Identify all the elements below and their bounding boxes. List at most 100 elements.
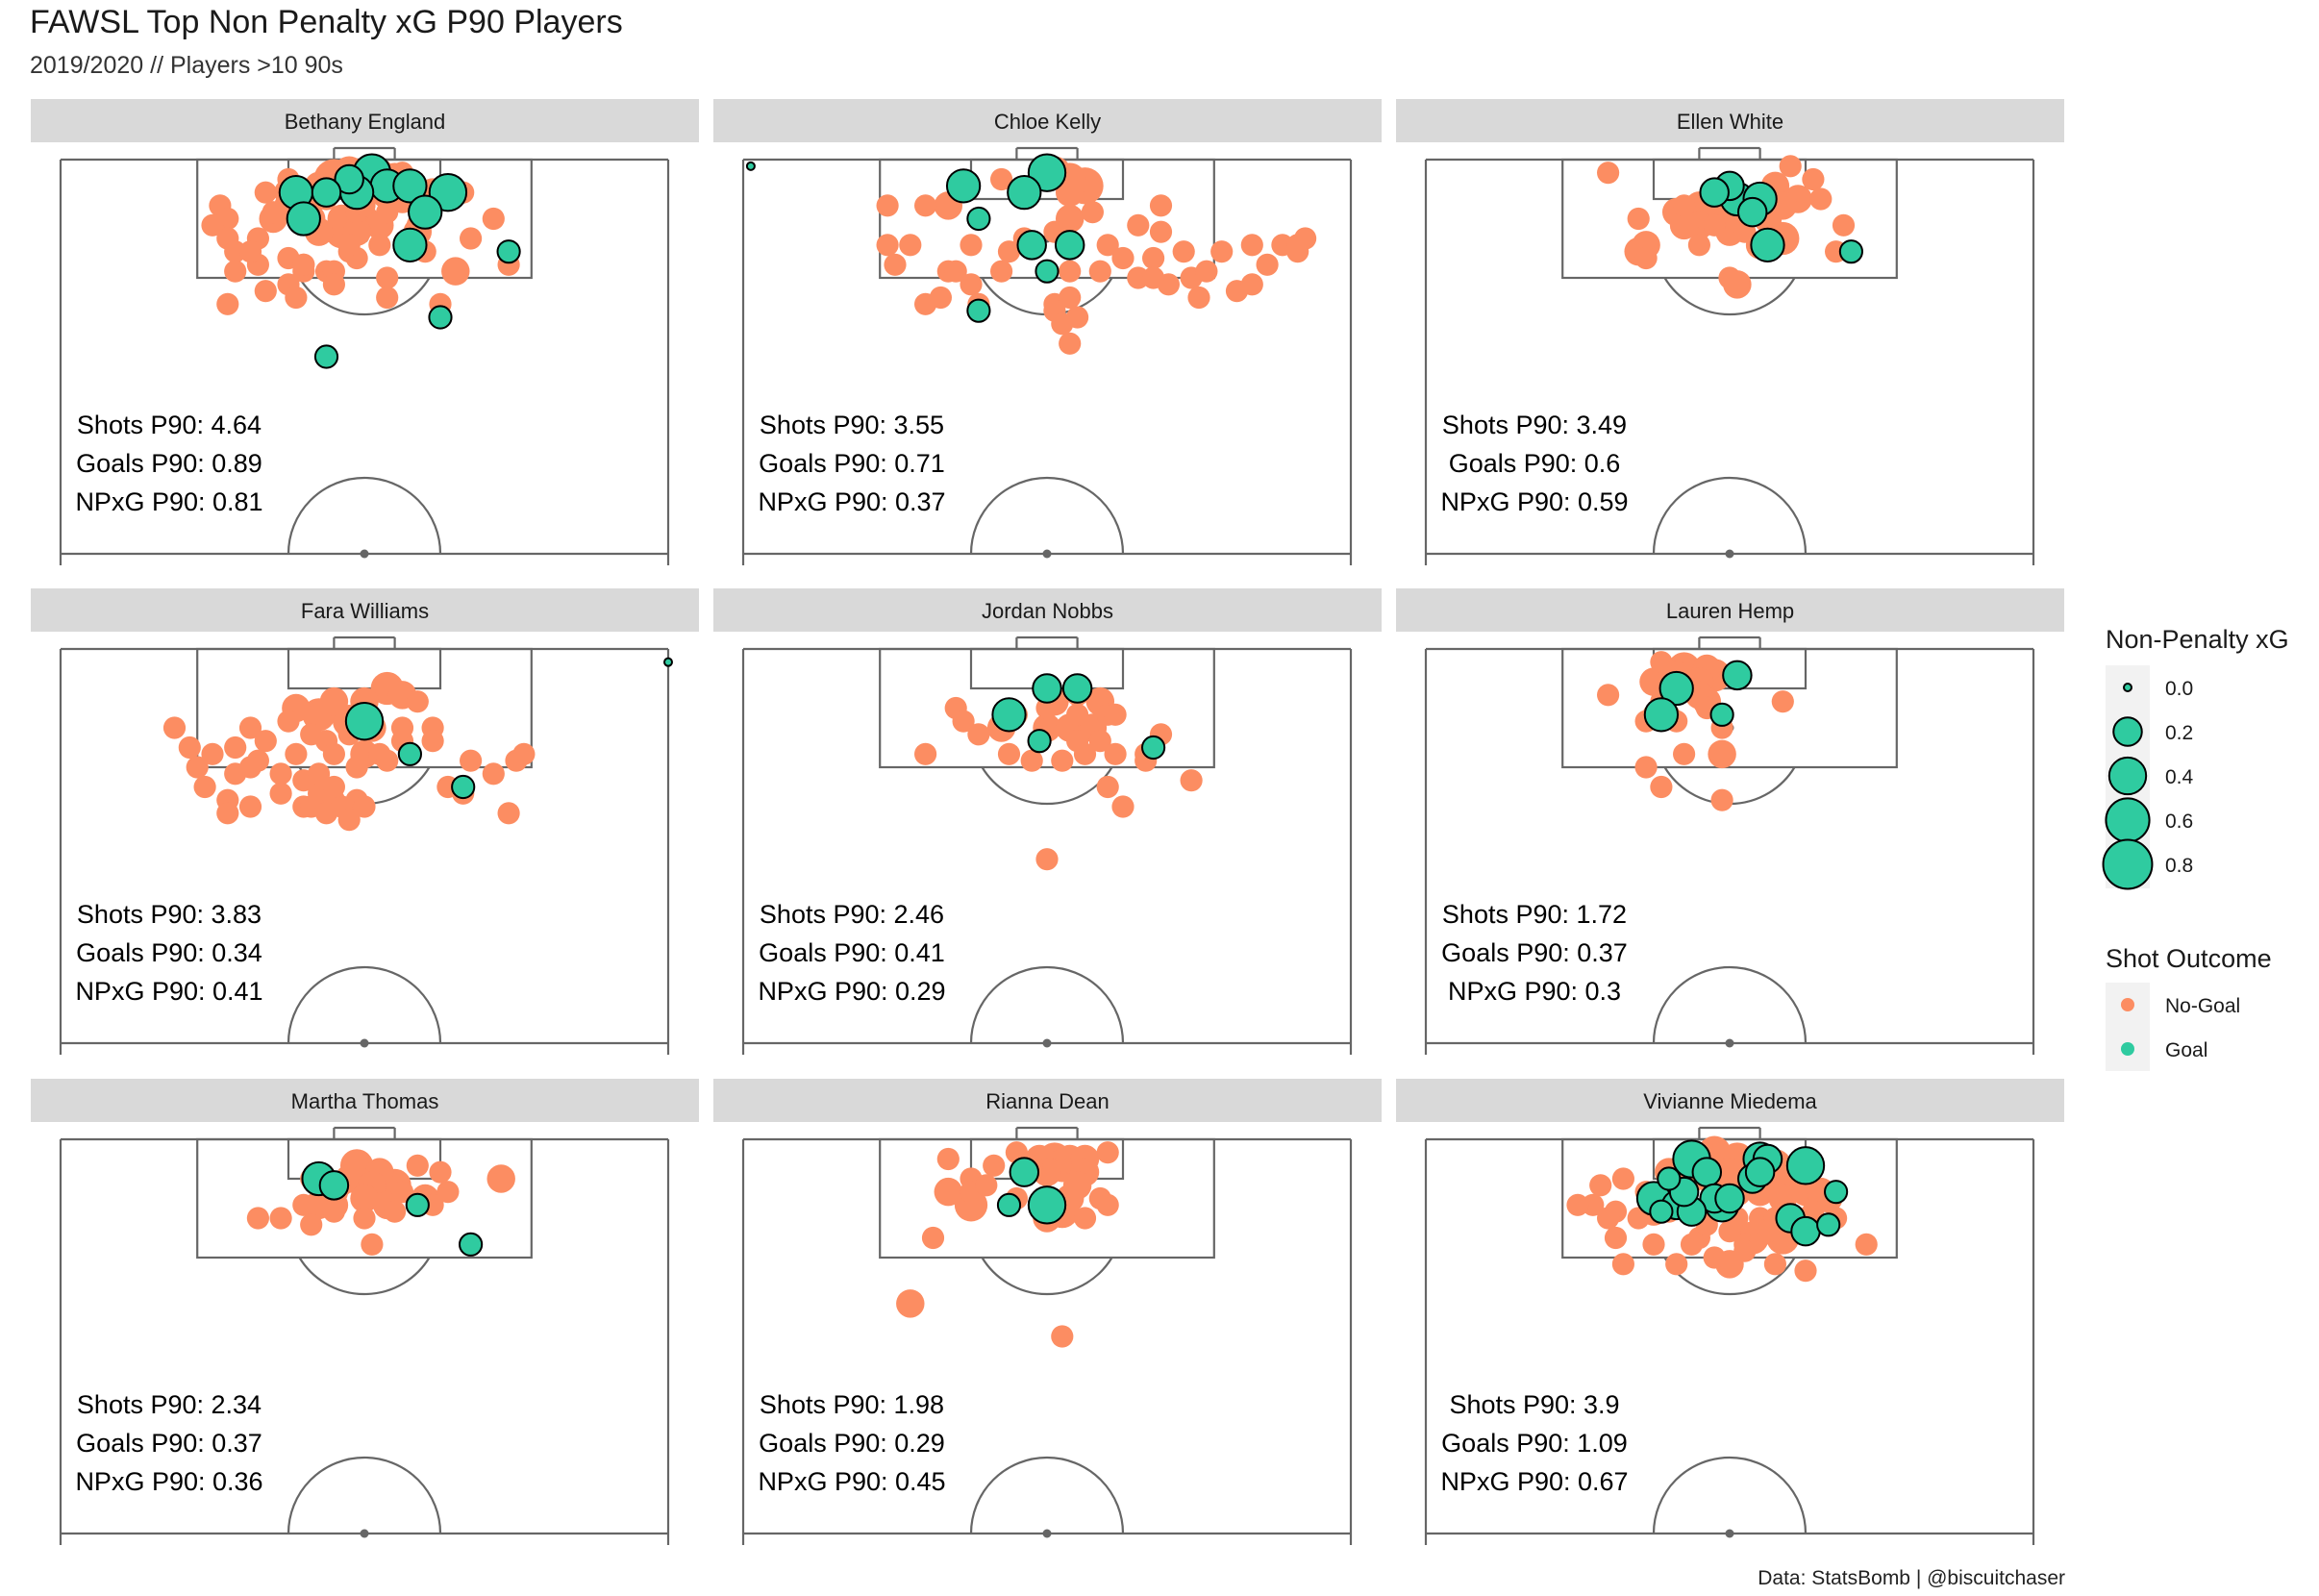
- shot-point-goal: [663, 657, 673, 667]
- penalty-arc: [298, 1257, 431, 1296]
- shot-point-no-goal: [1832, 213, 1856, 237]
- penalty-arc: [981, 766, 1113, 806]
- centre-circle: [1652, 476, 1808, 555]
- shot-point-no-goal: [1650, 775, 1673, 799]
- shot-point-goal: [334, 163, 364, 195]
- stat-label: Shots P90: 3.55: [760, 411, 944, 439]
- shot-point-no-goal: [1589, 1174, 1612, 1197]
- shot-point-no-goal: [292, 253, 315, 276]
- shot-point-no-goal: [460, 749, 483, 772]
- shot-point-no-goal: [269, 762, 292, 786]
- shot-point-no-goal: [1240, 273, 1263, 296]
- shot-point-goal: [1838, 239, 1863, 264]
- stat-label: NPxG P90: 0.81: [75, 487, 262, 516]
- shot-point-no-goal: [1597, 1207, 1620, 1230]
- shot-point-goal: [1816, 1212, 1841, 1237]
- shot-point-no-goal: [1081, 201, 1104, 224]
- shot-point-no-goal: [1055, 178, 1085, 207]
- shot-point-no-goal: [876, 194, 899, 217]
- centre-spot: [360, 1038, 369, 1048]
- shot-point-no-goal: [967, 723, 990, 746]
- stat-label: Shots P90: 2.46: [760, 900, 944, 929]
- shot-point-no-goal: [201, 742, 224, 765]
- shot-point-no-goal: [285, 286, 308, 310]
- shot-point-no-goal: [1687, 234, 1710, 257]
- six-yard-box: [287, 647, 442, 690]
- shot-point-no-goal: [1051, 1325, 1074, 1348]
- shot-point-no-goal: [186, 756, 209, 779]
- facet-strip: [31, 99, 699, 142]
- shot-point-no-goal: [345, 756, 368, 779]
- shot-point-no-goal: [1180, 769, 1203, 792]
- shot-point-no-goal: [436, 1181, 460, 1204]
- shot-point-goal: [405, 1192, 430, 1217]
- shot-point-goal: [286, 201, 321, 237]
- facet-strip-label: Vivianne Miedema: [1643, 1089, 1817, 1113]
- facet-strip-label: Chloe Kelly: [994, 110, 1101, 134]
- shot-point-no-goal: [997, 742, 1021, 765]
- shot-point-no-goal: [376, 201, 399, 224]
- chart-caption: Data: StatsBomb | @biscuitchaser: [1758, 1567, 2065, 1589]
- facet-strip-label: Jordan Nobbs: [982, 599, 1113, 623]
- centre-circle: [287, 1456, 442, 1534]
- shot-point-no-goal: [277, 710, 300, 733]
- shot-point-no-goal: [254, 181, 277, 204]
- shot-point-no-goal: [884, 253, 907, 276]
- legend-color-key: [2121, 1042, 2134, 1056]
- shot-point-no-goal: [406, 1154, 429, 1177]
- stat-label: NPxG P90: 0.37: [758, 487, 945, 516]
- shot-point-no-goal: [254, 280, 277, 303]
- shot-point-goal: [1016, 230, 1047, 261]
- shot-point-no-goal: [368, 234, 391, 257]
- shot-point-no-goal: [361, 1233, 384, 1256]
- shot-point-no-goal: [429, 1160, 452, 1184]
- stat-label: NPxG P90: 0.45: [758, 1467, 945, 1496]
- shot-point-goal: [1657, 1166, 1682, 1191]
- shot-point-no-goal: [512, 742, 536, 765]
- shot-point-goal: [1714, 1183, 1745, 1214]
- stat-label: Goals P90: 0.37: [1441, 938, 1628, 967]
- shot-point-no-goal: [1718, 1220, 1741, 1243]
- chart-title: FAWSL Top Non Penalty xG P90 Players: [30, 4, 623, 40]
- shot-point-goal: [966, 298, 991, 323]
- shot-point-no-goal: [201, 213, 224, 237]
- shot-point-no-goal: [1088, 730, 1111, 753]
- shot-point-no-goal: [1020, 749, 1043, 772]
- shot-point-no-goal: [921, 1226, 945, 1250]
- shot-point-no-goal: [1680, 1233, 1704, 1256]
- shot-point-goal: [1824, 1180, 1849, 1205]
- stat-label: Goals P90: 0.41: [759, 938, 945, 967]
- shot-point-no-goal: [960, 273, 983, 296]
- stat-label: Shots P90: 1.72: [1442, 900, 1627, 929]
- shot-point-no-goal: [1195, 260, 1218, 283]
- facet-strip: [31, 1079, 699, 1122]
- stat-label: NPxG P90: 0.67: [1440, 1467, 1628, 1496]
- shot-point-no-goal: [934, 1177, 963, 1207]
- shot-point-no-goal: [322, 775, 345, 799]
- shot-point-no-goal: [1718, 266, 1741, 289]
- facet-strip: [713, 1079, 1382, 1122]
- shot-point-no-goal: [300, 1213, 323, 1236]
- shot-point-no-goal: [1634, 756, 1658, 779]
- shot-point-no-goal: [1650, 651, 1673, 674]
- shot-point-no-goal: [1794, 1259, 1817, 1283]
- centre-spot: [1042, 1038, 1052, 1048]
- shot-point-no-goal: [162, 716, 187, 739]
- shot-point-no-goal: [384, 1200, 407, 1223]
- shot-point-goal: [1750, 227, 1785, 262]
- facet-panel: Lauren Hemp Shots P90: 1.72 Goals P90: 0.3…: [1396, 588, 2064, 1055]
- legend-color-title: Shot Outcome: [2106, 944, 2272, 973]
- shot-point-no-goal: [421, 730, 444, 753]
- shot-point-goal: [945, 168, 982, 204]
- shot-point-goal: [1790, 1215, 1821, 1247]
- shot-point-goal: [1054, 230, 1085, 261]
- shot-point-no-goal: [376, 749, 399, 772]
- shot-point-goal: [1722, 660, 1753, 691]
- stat-label: Shots P90: 1.98: [760, 1390, 944, 1419]
- shot-point-no-goal: [1051, 749, 1074, 772]
- shot-point-no-goal: [1088, 260, 1111, 283]
- shot-point-no-goal: [1673, 742, 1696, 765]
- shot-point-no-goal: [1111, 795, 1135, 818]
- shot-point-goal: [966, 206, 991, 232]
- shot-point-no-goal: [1733, 1239, 1757, 1262]
